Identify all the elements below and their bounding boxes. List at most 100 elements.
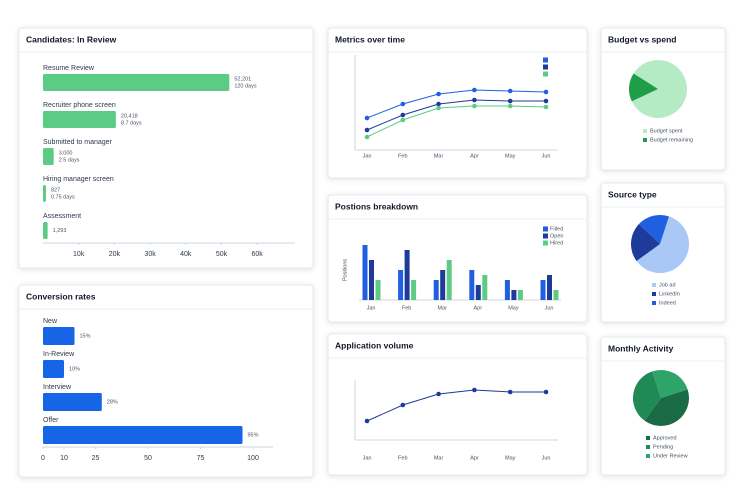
card-title: Monthly Activity — [608, 343, 674, 353]
category-label: Assessment — [43, 213, 81, 220]
x-tick-label: Mar — [434, 153, 444, 159]
bar — [440, 270, 446, 300]
bar — [482, 275, 488, 300]
bar — [547, 275, 552, 300]
x-tick-label: 50k — [216, 251, 228, 258]
value-label: 15% — [80, 333, 91, 339]
x-tick-label: Jan — [363, 455, 372, 461]
x-tick-label: 50 — [144, 455, 152, 462]
point — [472, 97, 477, 103]
legend-label: Open — [550, 233, 563, 239]
pie-slice — [633, 371, 661, 421]
line — [366, 89, 547, 119]
legend-label: Pending — [653, 444, 673, 450]
category-label: Resume Review — [43, 65, 95, 72]
bar — [375, 280, 381, 300]
legend-swatch — [652, 301, 656, 305]
point — [436, 101, 441, 107]
bar — [517, 290, 523, 300]
x-tick-label: Feb — [402, 305, 411, 311]
pie-slice — [631, 224, 660, 262]
value-label: 28% — [107, 399, 118, 405]
x-tick-label: 25 — [92, 455, 100, 462]
point — [364, 127, 370, 133]
legend-swatch — [543, 64, 548, 70]
value-label: 20,418 — [121, 113, 138, 119]
point — [364, 134, 370, 140]
pie-slice — [638, 215, 669, 244]
bar — [43, 426, 243, 444]
card-title: Budget vs spend — [608, 34, 676, 44]
bar — [504, 280, 510, 300]
x-tick-label: 0 — [41, 455, 45, 462]
x-tick-label: May — [508, 305, 519, 311]
legend-swatch — [543, 71, 548, 77]
sub-label: 2.5 days — [59, 157, 80, 163]
x-tick-label: 40k — [180, 251, 192, 258]
bar — [553, 290, 559, 300]
pie-slice — [652, 370, 688, 398]
legend-swatch — [643, 129, 647, 133]
legend-label: Indeed — [659, 300, 676, 306]
point — [400, 402, 406, 408]
legend-label: Approved — [653, 435, 677, 441]
card-title: Postions breakdown — [335, 201, 418, 211]
pie-slice — [631, 59, 688, 118]
legend-swatch — [646, 454, 650, 458]
x-tick-label: 75 — [197, 455, 205, 462]
x-tick-label: 10 — [60, 455, 68, 462]
pie-slice — [636, 216, 690, 273]
value-label: 827 — [51, 187, 60, 193]
value-label: 1,293 — [53, 228, 67, 234]
line — [366, 99, 546, 131]
category-label: New — [43, 318, 58, 325]
bar — [469, 270, 475, 300]
point — [507, 103, 513, 109]
bar — [411, 280, 417, 300]
card-title: Source type — [608, 189, 657, 199]
card — [327, 27, 588, 179]
point — [507, 88, 513, 94]
x-tick-label: Jun — [542, 455, 551, 461]
y-axis-label: Positions — [342, 259, 348, 282]
x-tick-label: Feb — [398, 455, 407, 461]
x-tick-label: Mar — [437, 305, 447, 311]
category-label: Recruiter phone screen — [43, 102, 116, 109]
point — [543, 389, 549, 395]
x-tick-label: 20k — [109, 251, 121, 258]
bar — [43, 148, 54, 165]
x-tick-label: May — [505, 153, 516, 159]
category-label: Submitted to manager — [43, 139, 113, 146]
line — [366, 105, 547, 138]
x-tick-label: Mar — [434, 455, 444, 461]
category-label: Hiring manager screen — [43, 176, 114, 183]
point — [436, 391, 441, 397]
line — [366, 389, 546, 422]
x-tick-label: Apr — [470, 153, 479, 159]
legend-label: Job ad — [659, 282, 676, 288]
bar — [43, 327, 75, 345]
legend-swatch — [543, 240, 548, 246]
point — [436, 91, 441, 97]
x-tick-label: May — [505, 455, 516, 461]
legend-swatch — [646, 436, 650, 440]
point — [400, 112, 406, 118]
bar — [446, 260, 452, 300]
point — [543, 89, 549, 95]
legend-swatch — [652, 283, 656, 287]
value-label: 95% — [248, 432, 259, 438]
bar — [43, 111, 116, 128]
legend-label: LinkedIn — [659, 291, 680, 297]
sub-label: 0.75 days — [51, 194, 75, 200]
x-tick-label: 100 — [247, 455, 259, 462]
sub-label: 8.7 days — [121, 120, 142, 126]
point — [507, 98, 513, 104]
point — [400, 117, 406, 123]
point — [436, 105, 441, 111]
legend-swatch — [652, 292, 656, 296]
point — [543, 104, 549, 110]
card — [18, 284, 314, 478]
bar — [475, 285, 481, 300]
bar — [433, 280, 439, 300]
